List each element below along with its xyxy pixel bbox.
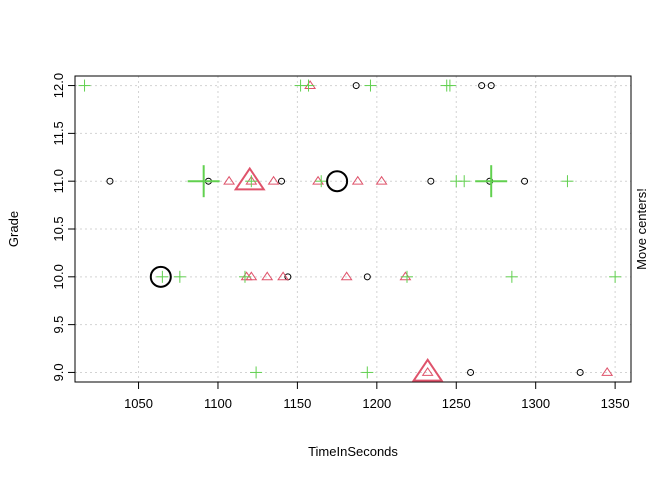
data-point-circle: [427, 177, 435, 185]
data-point-triangle: [312, 175, 324, 185]
data-point-triangle: [267, 175, 280, 185]
center-triangle-large: [411, 358, 444, 382]
data-point-triangle: [340, 271, 353, 281]
data-points: [78, 79, 622, 382]
center-triangle-large: [233, 166, 266, 191]
data-point-triangle: [261, 271, 274, 281]
data-point-plus: [302, 79, 315, 92]
data-point-plus: [505, 270, 518, 283]
data-point-plus: [245, 175, 258, 188]
center-plus-large: [187, 165, 220, 198]
data-point-circle: [467, 368, 475, 376]
data-point-triangle: [277, 271, 290, 281]
data-point-plus: [561, 175, 574, 188]
center-circle-large: [149, 265, 172, 288]
side-label: Move centers!: [634, 188, 649, 270]
y-tick-label: 9.5: [51, 316, 66, 334]
y-tick-label: 11.5: [51, 121, 66, 145]
x-tick-label: 1050: [124, 396, 153, 411]
data-point-circle: [487, 82, 495, 90]
axes: 1050 1100 1150 1200 1250 1300 1350 9.0 9.5 10.0 10…: [51, 73, 630, 411]
data-point-circle: [521, 177, 529, 185]
data-point-triangle: [351, 175, 364, 185]
y-tick-label: 10.0: [51, 264, 66, 289]
center-plus-large: [475, 165, 508, 198]
x-tick-label: 1350: [601, 396, 630, 411]
data-point-circle: [478, 82, 486, 90]
data-point-triangle: [304, 80, 317, 89]
y-tick-label: 12.0: [51, 73, 66, 98]
data-point-plus: [443, 79, 456, 92]
data-point-circle: [352, 82, 360, 90]
data-point-triangle: [223, 175, 236, 185]
data-point-plus: [315, 175, 328, 188]
data-point-circle: [106, 177, 114, 185]
data-point-plus: [609, 270, 622, 283]
x-tick-label: 1200: [362, 396, 391, 411]
data-point-triangle: [245, 271, 258, 281]
y-axis-title: Grade: [6, 211, 21, 247]
data-point-plus: [250, 366, 263, 379]
data-point-plus: [364, 79, 377, 92]
data-point-plus: [458, 175, 471, 188]
y-tick-label: 10.5: [51, 216, 66, 241]
data-point-triangle: [421, 367, 434, 376]
data-point-circle: [363, 273, 371, 281]
x-tick-label: 1100: [204, 396, 232, 411]
x-tick-label: 1300: [521, 396, 550, 411]
y-tick-label: 9.0: [51, 363, 66, 381]
data-point-plus: [156, 270, 169, 283]
data-point-plus: [238, 270, 251, 283]
data-point-triangle: [601, 367, 614, 376]
plot-frame: [74, 75, 632, 383]
data-point-triangle: [399, 271, 412, 281]
data-point-circle: [576, 368, 584, 376]
center-circle-large: [326, 170, 349, 193]
data-point-plus: [401, 270, 414, 283]
data-point-triangle: [375, 175, 388, 185]
x-tick-label: 1250: [442, 396, 471, 411]
data-point-plus: [361, 366, 374, 379]
x-axis-title: TimeInSeconds: [308, 444, 398, 459]
data-point-plus: [173, 270, 186, 283]
data-point-circle: [278, 177, 286, 185]
y-tick-label: 11.0: [51, 169, 66, 193]
grid-lines: [75, 76, 631, 382]
data-point-plus: [78, 79, 91, 92]
x-tick-label: 1150: [283, 396, 311, 411]
